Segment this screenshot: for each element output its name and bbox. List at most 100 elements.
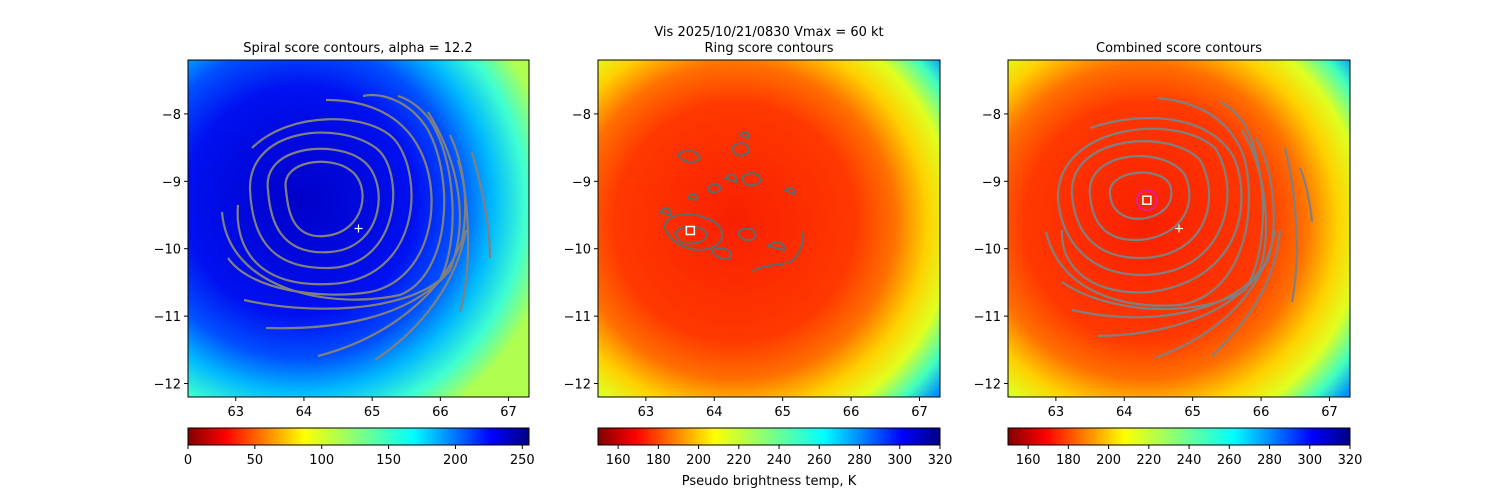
colorbar-tick-label: 200	[443, 453, 468, 468]
colorbar-tick-label: 180	[1056, 453, 1081, 468]
colorbar-tick-label: 260	[807, 453, 832, 468]
colorbar-tick-label: 160	[1016, 453, 1041, 468]
contour	[730, 142, 750, 157]
panel-combined-axes: 63 64 65 66 67 −8 −9 −10 −11 −12	[974, 108, 1338, 420]
contour	[673, 225, 708, 245]
colorbar-tick-label: 320	[928, 453, 953, 468]
colorbar-tick-label: 320	[1338, 453, 1363, 468]
y-tick-label: −12	[564, 378, 591, 393]
panel-spiral-contours	[220, 94, 492, 361]
contour	[736, 227, 757, 241]
panel-spiral: Spiral score contours, alpha = 12.2 63 64…	[154, 41, 535, 468]
colorbar-tick-label: 240	[767, 453, 792, 468]
panel-ring-axes: 63 64 65 66 67 −8 −9 −10 −11 −12	[564, 108, 928, 420]
y-tick-label: −11	[974, 310, 1001, 325]
contour	[1154, 229, 1277, 360]
contour	[783, 186, 796, 196]
contour	[1211, 229, 1282, 357]
contour	[710, 247, 733, 260]
x-tick-label: 67	[1321, 405, 1338, 420]
colorbar-tick-label: 260	[1217, 453, 1242, 468]
contour	[1088, 155, 1191, 242]
x-tick-label: 64	[296, 405, 313, 420]
y-tick-label: −9	[572, 175, 591, 190]
figure-title-line2: Ring score contours	[704, 41, 833, 56]
x-tick-label: 63	[227, 405, 244, 420]
panel-spiral-axes: 63 64 65 66 67 −8 −9 −10 −11 −12	[154, 108, 517, 420]
panel-ring-contours	[658, 131, 804, 273]
x-tick-label: 63	[638, 405, 655, 420]
colorbar-tick-label: 220	[726, 453, 751, 468]
contour	[723, 173, 738, 184]
colorbar-spiral	[187, 427, 530, 446]
colorbar-tick-label: 150	[376, 453, 401, 468]
panel-combined: Combined score contours	[974, 41, 1363, 468]
contour	[738, 131, 750, 140]
contour	[1044, 96, 1251, 307]
colorbar-tick-label: 0	[184, 453, 192, 468]
panel-ring-field	[598, 60, 940, 397]
y-tick-label: −8	[982, 108, 1001, 123]
contour	[1283, 147, 1298, 303]
x-tick-label: 66	[843, 405, 860, 420]
contour	[243, 94, 454, 310]
colorbar-tick-label: 300	[887, 453, 912, 468]
x-tick-label: 65	[364, 405, 381, 420]
center-plus-marker	[354, 224, 363, 233]
colorbar-spiral-ticks: 0 50 100 150 200 250	[184, 445, 535, 468]
contour	[676, 149, 702, 163]
contour	[706, 183, 722, 194]
contour	[284, 160, 364, 238]
contour	[1070, 140, 1211, 260]
contour	[236, 118, 413, 286]
colorbar-tick-label: 180	[646, 453, 671, 468]
x-tick-label: 67	[911, 405, 928, 420]
panel-combined-frame	[1007, 59, 1351, 398]
best-center-circle	[1135, 189, 1158, 212]
y-tick-label: −10	[154, 243, 181, 258]
colorbar-ring-ticks: 160 180 200 220 240 260 280 300 320	[606, 445, 953, 468]
contour	[751, 231, 804, 273]
contour	[1298, 167, 1314, 223]
colorbar-combined-ticks: 160 180 200 220 240 260 280 300 320	[1016, 445, 1363, 468]
contour	[663, 213, 724, 251]
y-tick-label: −9	[982, 175, 1001, 190]
contour	[1056, 127, 1229, 277]
panel-ring-frame	[597, 59, 941, 398]
figure-colorbar-label: Pseudo brightness temp, K	[682, 474, 857, 489]
x-tick-label: 67	[500, 405, 517, 420]
x-tick-label: 63	[1048, 405, 1065, 420]
colorbar-tick-label: 280	[1257, 453, 1282, 468]
y-tick-label: −12	[154, 378, 181, 393]
colorbar-tick-label: 250	[510, 453, 535, 468]
colorbar-combined	[1007, 427, 1351, 446]
contour	[1060, 117, 1243, 294]
contour	[456, 159, 470, 313]
x-tick-label: 64	[1116, 405, 1133, 420]
y-tick-label: −8	[572, 108, 591, 123]
colorbar-tick-label: 200	[1096, 453, 1121, 468]
colorbar-tick-label: 160	[606, 453, 631, 468]
contour	[740, 172, 762, 187]
colorbar-tick-label: 100	[309, 453, 334, 468]
x-tick-label: 66	[1253, 405, 1270, 420]
contour	[1108, 171, 1173, 220]
center-plus-marker	[1175, 224, 1183, 233]
y-tick-label: −8	[162, 108, 181, 123]
contour	[1061, 100, 1265, 311]
y-tick-label: −9	[162, 175, 181, 190]
colorbar-tick-label: 50	[247, 453, 264, 468]
colorbar-tick-label: 200	[686, 453, 711, 468]
colorbar-tick-label: 240	[1177, 453, 1202, 468]
center-square-marker	[685, 225, 696, 236]
contour	[220, 94, 446, 301]
colorbar-tick-label: 220	[1136, 453, 1161, 468]
panel-spiral-title: Spiral score contours, alpha = 12.2	[243, 41, 472, 56]
panel-combined-title: Combined score contours	[1096, 41, 1262, 56]
contour	[470, 151, 492, 259]
panel-spiral-frame	[187, 59, 530, 398]
colorbar-tick-label: 280	[847, 453, 872, 468]
contour	[1071, 129, 1268, 319]
y-tick-label: −11	[564, 310, 591, 325]
